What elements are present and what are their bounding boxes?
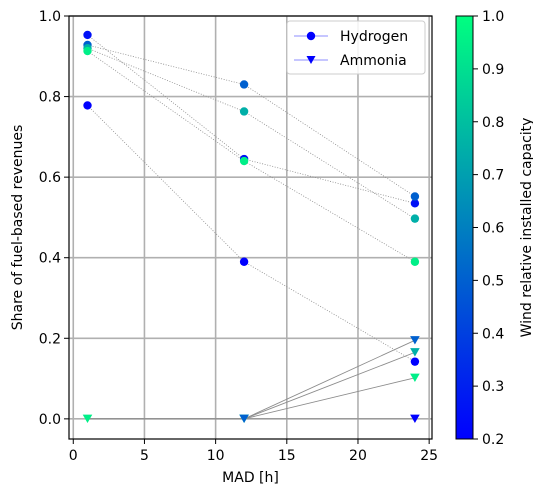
ammonia-point bbox=[410, 373, 420, 382]
ammonia-point bbox=[82, 414, 93, 424]
hydrogen-point bbox=[410, 214, 420, 223]
y-tick-label: 1.0 bbox=[39, 9, 61, 25]
legend-ammonia-label: Ammonia bbox=[340, 53, 407, 69]
hydrogen-point bbox=[410, 257, 420, 266]
plot-frame bbox=[68, 15, 433, 440]
y-axis-label: Share of fuel-based revenues bbox=[10, 125, 26, 330]
connector-line bbox=[87, 34, 416, 204]
colorbar-tick-label: 0.6 bbox=[482, 221, 504, 237]
series-connectors bbox=[87, 34, 416, 420]
connector-line bbox=[87, 339, 416, 420]
ammonia-point bbox=[410, 336, 420, 345]
connector-line bbox=[87, 105, 416, 362]
colorbar-ticks: 0.2 0.3 0.4 0.5 0.6 0.7 0.8 0.9 1.0 bbox=[473, 9, 504, 448]
hydrogen-point bbox=[410, 199, 420, 208]
hydrogen-point bbox=[239, 257, 249, 266]
connector-line bbox=[87, 50, 416, 263]
x-tick-label: 20 bbox=[349, 448, 367, 464]
x-axis-ticks: 0 5 10 15 20 25 bbox=[69, 439, 438, 464]
hydrogen-point bbox=[239, 156, 249, 166]
colorbar-label: Wind relative installed capacity bbox=[519, 118, 533, 338]
y-tick-label: 0.8 bbox=[39, 90, 61, 106]
x-tick-label: 10 bbox=[207, 448, 225, 464]
x-tick-label: 0 bbox=[69, 448, 78, 464]
colorbar-tick-label: 1.0 bbox=[482, 9, 504, 25]
colorbar-tick-label: 0.2 bbox=[482, 432, 504, 448]
hydrogen-point bbox=[239, 80, 249, 89]
colorbar-tick-label: 0.7 bbox=[482, 168, 504, 184]
hydrogen-point bbox=[410, 192, 420, 201]
x-tick-label: 5 bbox=[140, 448, 149, 464]
ammonia-point bbox=[239, 414, 249, 424]
hydrogen-point bbox=[83, 30, 92, 40]
x-tick-label: 15 bbox=[278, 448, 296, 464]
colorbar-gradient bbox=[455, 15, 474, 440]
connector-line bbox=[87, 351, 416, 420]
hydrogen-point bbox=[239, 107, 249, 116]
colorbar: 0.2 0.3 0.4 0.5 0.6 0.7 0.8 0.9 1.0 Wind relativ… bbox=[455, 9, 533, 448]
y-tick-label: 0.4 bbox=[39, 251, 61, 267]
y-axis-ticks: 0.0 0.2 0.4 0.6 0.8 1.0 bbox=[39, 9, 69, 428]
hydrogen-point bbox=[83, 46, 92, 56]
x-axis-label: MAD [h] bbox=[222, 470, 279, 486]
y-tick-label: 0.2 bbox=[39, 331, 61, 347]
hydrogen-point bbox=[410, 357, 420, 366]
grid-lines bbox=[69, 15, 432, 439]
legend-hydrogen-label: Hydrogen bbox=[340, 29, 408, 45]
colorbar-tick-label: 0.4 bbox=[482, 326, 504, 342]
y-tick-label: 0.0 bbox=[39, 412, 61, 428]
legend: Hydrogen Ammonia bbox=[286, 20, 426, 75]
ammonia-point bbox=[410, 348, 420, 357]
colorbar-tick-label: 0.5 bbox=[482, 273, 504, 289]
legend-ammonia-marker bbox=[306, 56, 316, 64]
legend-hydrogen-marker bbox=[306, 31, 316, 41]
colorbar-tick-label: 0.9 bbox=[482, 62, 504, 78]
hydrogen-point bbox=[83, 101, 92, 110]
ammonia-point bbox=[410, 414, 420, 424]
connector-line bbox=[87, 377, 416, 420]
y-tick-label: 0.6 bbox=[39, 170, 61, 186]
colorbar-tick-label: 0.8 bbox=[482, 115, 504, 131]
colorbar-tick-label: 0.3 bbox=[482, 379, 504, 395]
data-markers bbox=[82, 30, 420, 424]
x-tick-label: 25 bbox=[420, 448, 438, 464]
legend-box bbox=[286, 20, 426, 75]
